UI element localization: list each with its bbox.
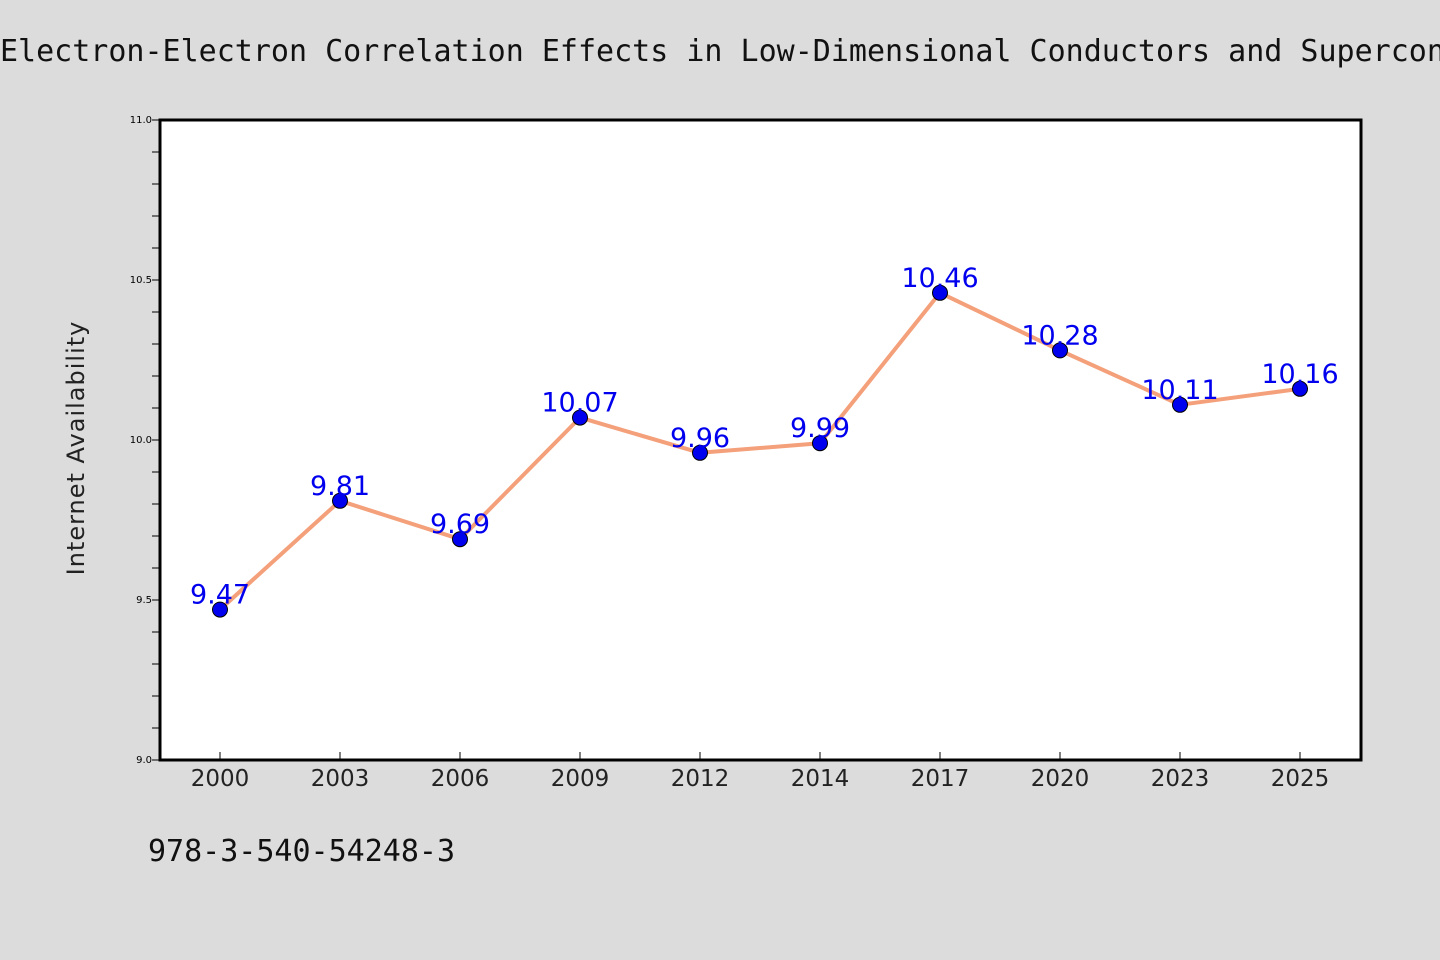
data-point	[212, 601, 228, 618]
series-line	[218, 290, 1302, 612]
x-tick-label: 2020	[1031, 766, 1090, 792]
x-tick-label: 2017	[911, 766, 970, 792]
data-point	[572, 409, 588, 426]
y-axis-title: Internet Availability	[62, 321, 90, 576]
data-point	[1052, 342, 1068, 359]
x-tick-label: 2006	[431, 766, 490, 792]
data-point	[332, 492, 348, 509]
data-label: 9.69	[430, 509, 490, 540]
data-label: 10.11	[1141, 375, 1218, 406]
footer-isbn: 978-3-540-54248-3	[148, 834, 456, 869]
y-tick-label: 9.5	[136, 595, 152, 606]
x-tick-label: 2025	[1271, 766, 1330, 792]
data-label: 9.99	[790, 413, 850, 444]
data-label: 10.28	[1021, 320, 1098, 351]
data-point	[692, 444, 708, 461]
data-label: 9.81	[310, 471, 370, 502]
y-tick-label: 10.5	[130, 275, 152, 286]
x-axis: 2000 2003 2006 2009 2012 2014 2017 2020 2023 2025	[191, 752, 1330, 792]
y-tick-label: 10.0	[130, 435, 152, 446]
x-tick-label: 2012	[671, 766, 730, 792]
y-tick-label: 11.0	[130, 115, 152, 126]
data-label: 9.47	[190, 580, 250, 611]
y-axis: 9.0 9.5 10.0 10.5 11.0	[130, 115, 160, 766]
y-tick-label: 9.0	[136, 755, 152, 766]
data-point	[812, 435, 828, 452]
data-label: 9.96	[670, 423, 730, 454]
x-tick-label: 2003	[311, 766, 370, 792]
data-label: 10.46	[901, 263, 978, 294]
x-tick-label: 2009	[551, 766, 610, 792]
x-tick-label: 2023	[1151, 766, 1210, 792]
data-label: 10.07	[541, 388, 618, 419]
x-tick-label: 2000	[191, 766, 250, 792]
data-points	[212, 284, 1308, 618]
plot-area	[160, 120, 1361, 760]
data-point	[452, 531, 468, 548]
chart-title: Electron-Electron Correlation Effects in…	[0, 34, 1440, 69]
data-point	[1292, 380, 1308, 397]
data-point	[1172, 396, 1188, 413]
plot-frame	[158, 118, 1363, 762]
data-point	[932, 284, 948, 301]
data-labels: 9.47 9.81 9.69 10.07 9.96 9.99 10.46 10.28 10.11…	[190, 263, 1339, 611]
x-tick-label: 2014	[791, 766, 850, 792]
data-label: 10.16	[1261, 359, 1338, 390]
